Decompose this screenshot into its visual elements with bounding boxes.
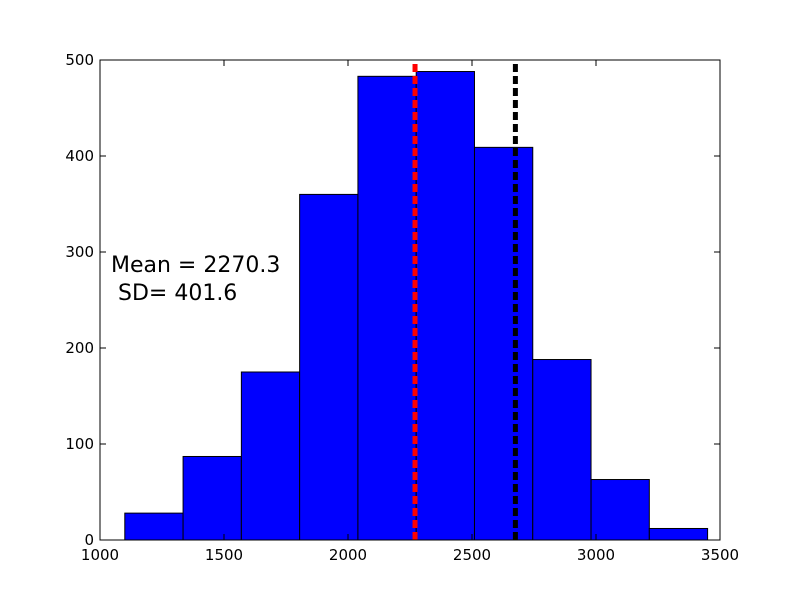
y-tick-label-1: 100 bbox=[65, 435, 94, 453]
vertical-lines-group bbox=[412, 64, 518, 540]
bar-9 bbox=[648, 527, 709, 541]
bar-8 bbox=[590, 479, 650, 541]
bar-5 bbox=[415, 71, 475, 541]
x-tick-label-2: 2000 bbox=[329, 546, 367, 564]
bar-6 bbox=[473, 146, 534, 541]
x-tick-label-3: 2500 bbox=[453, 546, 491, 564]
x-tick-label-0: 1000 bbox=[81, 546, 119, 564]
y-tick-label-0: 0 bbox=[84, 531, 94, 549]
y-axis-ticks: 0 100 200 300 400 500 bbox=[65, 51, 720, 549]
bar-3 bbox=[299, 193, 359, 541]
bars-group bbox=[124, 71, 709, 541]
y-tick-label-3: 300 bbox=[65, 243, 94, 261]
plot-frame bbox=[99, 59, 721, 541]
bar-2 bbox=[240, 371, 301, 541]
y-tick-label-4: 400 bbox=[65, 147, 94, 165]
x-tick-label-5: 3500 bbox=[701, 546, 739, 564]
x-tick-label-1: 1500 bbox=[205, 546, 243, 564]
stats-annotation: Mean = 2270.3 SD= 401.6 bbox=[111, 253, 280, 306]
bar-1 bbox=[182, 455, 242, 541]
annotation-sd: SD= 401.6 bbox=[111, 281, 237, 306]
bar-4 bbox=[357, 75, 417, 541]
x-axis-ticks: 1000 1500 2000 2500 3000 3500 bbox=[81, 60, 739, 564]
y-tick-label-2: 200 bbox=[65, 339, 94, 357]
y-tick-label-5: 500 bbox=[65, 51, 94, 69]
bar-0 bbox=[124, 512, 184, 541]
bar-7 bbox=[532, 359, 592, 541]
annotation-mean: Mean = 2270.3 bbox=[111, 253, 280, 278]
x-tick-label-4: 3000 bbox=[577, 546, 615, 564]
